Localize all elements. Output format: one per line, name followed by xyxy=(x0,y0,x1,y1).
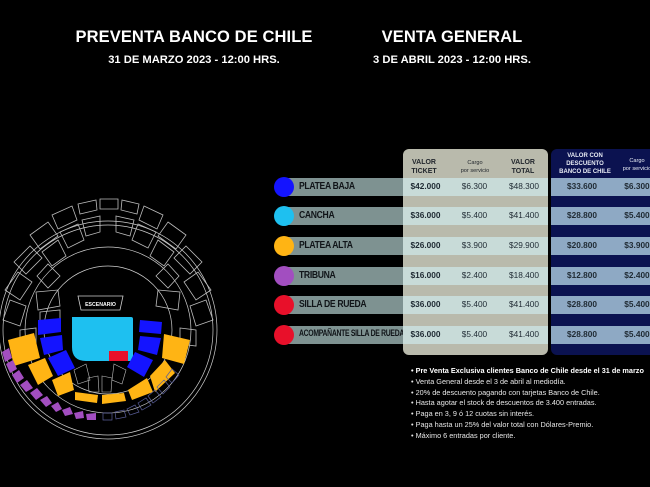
valor-total: $18.400 xyxy=(509,270,539,280)
color-dot-icon xyxy=(274,177,294,197)
section-tribuna[interactable] xyxy=(2,348,96,420)
cargo: $5.400 xyxy=(461,329,488,339)
valor-ticket: $36.000 xyxy=(410,299,441,309)
cargo-bch: $6.300 xyxy=(624,181,650,191)
cargo: $3.900 xyxy=(461,240,488,250)
cargo: $2.400 xyxy=(461,270,488,280)
cargo: $6.300 xyxy=(461,181,488,191)
valor-total: $41.400 xyxy=(509,329,539,339)
cargo-bch: $5.400 xyxy=(624,299,650,309)
cargo-bch: $5.400 xyxy=(624,210,650,220)
cargo-bch: $2.400 xyxy=(624,270,650,280)
svg-text:ESCENARIO: ESCENARIO xyxy=(85,302,116,308)
note-item: • Paga en 3, 9 ó 12 cuotas sin interés. xyxy=(411,409,535,419)
note-item: • Paga hasta un 25% del valor total con … xyxy=(411,419,594,429)
price-row: SILLA DE RUEDA $36.000 $5.400 $41.400 $2… xyxy=(272,295,650,315)
note-item: • Máximo 6 entradas por cliente. xyxy=(411,430,516,440)
preventa-title: PREVENTA BANCO DE CHILE xyxy=(75,28,313,46)
cargo-bch: $5.400 xyxy=(624,329,650,339)
zone-label: CANCHA xyxy=(299,209,335,221)
section-cancha[interactable] xyxy=(72,317,133,361)
valor-descuento: $28.800 xyxy=(567,299,597,309)
valor-descuento: $28.800 xyxy=(567,329,597,339)
general-title: VENTA GENERAL xyxy=(381,28,523,46)
col-cargo-bch: Cargo por servicio xyxy=(622,158,650,172)
note-item: • Pre Venta Exclusiva clientes Banco de … xyxy=(411,366,644,375)
stadium-map: ESCENARIO xyxy=(0,198,218,440)
valor-descuento: $12.800 xyxy=(567,270,597,280)
valor-ticket: $36.000 xyxy=(410,329,441,339)
section-silla-rueda[interactable] xyxy=(109,351,128,361)
section-platea-baja[interactable] xyxy=(38,318,162,377)
valor-descuento: $28.800 xyxy=(567,210,597,220)
price-row: CANCHA $36.000 $5.400 $41.400 $28.800 $5… xyxy=(272,206,650,226)
general-header: VENTA GENERAL 3 DE ABRIL 2023 - 12:00 HR… xyxy=(364,28,540,66)
note-item: • Hasta agotar el stock de descuentos de… xyxy=(411,398,597,408)
preventa-date: 31 DE MARZO 2023 - 12:00 HRS. xyxy=(108,54,280,66)
valor-descuento: $33.600 xyxy=(567,181,597,191)
color-dot-icon xyxy=(274,325,294,345)
upper-sections xyxy=(2,198,214,347)
color-dot-icon xyxy=(274,266,294,286)
zone-label: PLATEA ALTA xyxy=(299,239,353,251)
stage: ESCENARIO xyxy=(77,295,124,311)
general-date: 3 DE ABRIL 2023 - 12:00 HRS. xyxy=(373,54,531,66)
valor-ticket: $36.000 xyxy=(410,210,441,220)
cargo: $5.400 xyxy=(461,299,488,309)
color-dot-icon xyxy=(274,206,294,226)
conditions-list: • Pre Venta Exclusiva clientes Banco de … xyxy=(411,366,644,442)
valor-total: $41.400 xyxy=(509,299,539,309)
valor-total: $48.300 xyxy=(509,181,539,191)
valor-total: $41.400 xyxy=(509,210,539,220)
valor-ticket: $16.000 xyxy=(410,270,441,280)
note-item: • 20% de descuento pagando con tarjetas … xyxy=(411,387,600,397)
zone-label: SILLA DE RUEDA xyxy=(299,298,367,310)
col-cargo: Cargo por servicio xyxy=(460,160,490,174)
valor-descuento: $20.800 xyxy=(567,240,597,250)
col-valor-total: VALOR TOTAL xyxy=(511,159,535,175)
price-row: PLATEA ALTA $26.000 $3.900 $29.900 $20.8… xyxy=(272,236,650,256)
col-valor-ticket: VALOR TICKET xyxy=(411,159,437,175)
note-item: • Venta General desde el 3 de abril al m… xyxy=(411,376,566,386)
valor-ticket: $42.000 xyxy=(410,181,441,191)
color-dot-icon xyxy=(274,295,294,315)
preventa-header: PREVENTA BANCO DE CHILE 31 DE MARZO 2023… xyxy=(44,28,344,66)
valor-ticket: $26.000 xyxy=(410,240,441,250)
price-row: ACOMPAÑANTE SILLA DE RUEDA $36.000 $5.40… xyxy=(272,325,650,345)
cargo-bch: $3.900 xyxy=(624,240,650,250)
cargo: $5.400 xyxy=(461,210,488,220)
zone-label: PLATEA BAJA xyxy=(299,180,355,192)
zone-label: ACOMPAÑANTE SILLA DE RUEDA xyxy=(299,328,404,339)
valor-total: $29.900 xyxy=(509,240,539,250)
col-valor-descuento: VALOR CON DESCUENTO BANCO DE CHILE xyxy=(559,153,611,175)
price-row: PLATEA BAJA $42.000 $6.300 $48.300 $33.6… xyxy=(272,177,650,197)
color-dot-icon xyxy=(274,236,294,256)
zone-label: TRIBUNA xyxy=(299,269,336,281)
price-row: TRIBUNA $16.000 $2.400 $18.400 $12.800 $… xyxy=(272,266,650,286)
section-platea-alta[interactable] xyxy=(8,333,190,404)
